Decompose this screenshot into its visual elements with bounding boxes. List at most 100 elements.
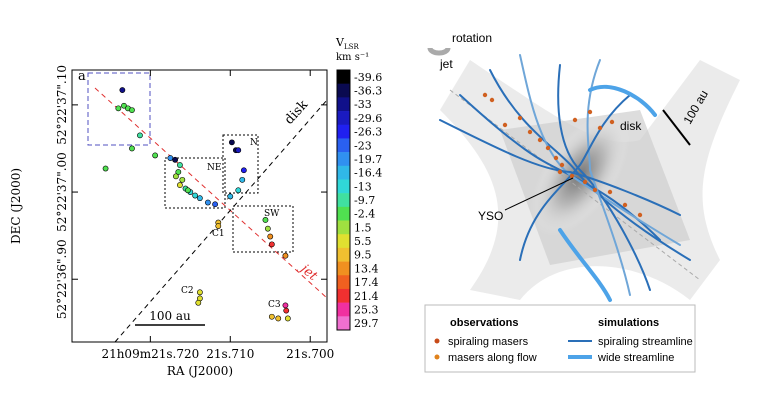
maser-point bbox=[129, 145, 135, 152]
legend-label: wide streamline bbox=[597, 352, 674, 364]
region-label: N bbox=[250, 138, 258, 148]
maser-point bbox=[196, 289, 203, 296]
colorbar-label: -13 bbox=[354, 180, 372, 193]
legend-marker bbox=[434, 354, 440, 360]
colorbar-swatch bbox=[337, 316, 350, 331]
colorbar-swatch bbox=[337, 275, 350, 290]
colorbar-swatch bbox=[337, 234, 350, 249]
maser-point bbox=[267, 233, 274, 240]
wide-streamline bbox=[588, 84, 657, 117]
colorbar-swatch bbox=[337, 288, 350, 303]
scale-bar bbox=[662, 109, 691, 146]
disk-axis bbox=[114, 99, 328, 343]
maser-point bbox=[235, 187, 242, 194]
maser-point bbox=[275, 315, 282, 322]
maser-point bbox=[102, 165, 109, 172]
jet-label: jet bbox=[295, 260, 321, 285]
colorbar-swatch bbox=[337, 247, 350, 262]
colorbar-swatch bbox=[337, 206, 350, 221]
maser-point bbox=[129, 107, 135, 114]
maser-point bbox=[195, 299, 202, 306]
maser-point bbox=[212, 201, 218, 208]
plot-frame bbox=[71, 69, 328, 343]
maser-point bbox=[262, 217, 269, 223]
colorbar-swatch bbox=[337, 302, 350, 317]
colorbar-swatch bbox=[337, 124, 350, 139]
maser-point bbox=[239, 176, 246, 183]
spiraling-streamline bbox=[439, 119, 681, 216]
rotation-label: rotation bbox=[452, 31, 492, 45]
colorbar-swatch bbox=[337, 70, 350, 84]
disk-label: disk bbox=[620, 119, 642, 133]
colorbar-label: 13.4 bbox=[354, 262, 379, 275]
colorbar-swatch bbox=[337, 165, 350, 180]
maser-point bbox=[177, 162, 183, 168]
wide-streamline bbox=[558, 228, 612, 302]
maser-point bbox=[282, 302, 289, 309]
region-label: C2 bbox=[181, 286, 194, 296]
colorbar-swatch bbox=[337, 83, 350, 98]
maser-point bbox=[119, 87, 126, 93]
maser-dots bbox=[482, 92, 643, 218]
region-label: NE bbox=[207, 163, 221, 173]
yso-label: YSO bbox=[478, 209, 503, 223]
maser-point bbox=[284, 315, 291, 322]
colorbar-swatch bbox=[337, 220, 350, 235]
maser-point bbox=[115, 105, 122, 112]
maser-point bbox=[173, 173, 179, 180]
zoom-box bbox=[87, 72, 151, 146]
legend-label: masers along flow bbox=[448, 352, 537, 364]
legend-label: spiraling streamline bbox=[598, 336, 693, 348]
maser-point bbox=[185, 187, 191, 194]
legend-heading: observations bbox=[450, 317, 518, 329]
y-tick-label: 52°22'36".90 bbox=[55, 239, 69, 319]
colorbar-frame bbox=[336, 69, 351, 331]
maser-point bbox=[179, 176, 186, 183]
maser-point bbox=[177, 182, 183, 188]
jet-axis bbox=[449, 89, 701, 281]
maser-point bbox=[268, 241, 275, 248]
colorbar-subscript: LSR bbox=[344, 43, 359, 51]
maser-point bbox=[283, 307, 290, 314]
colorbar-label: 1.5 bbox=[354, 221, 372, 234]
colorbar-label: -16.4 bbox=[354, 167, 382, 180]
region-label: SW bbox=[264, 209, 280, 219]
colorbar-label: 9.5 bbox=[354, 249, 372, 262]
maser-point bbox=[175, 169, 182, 175]
colorbar-label: -36.3 bbox=[354, 85, 382, 98]
maser-point bbox=[264, 225, 271, 232]
right-panel: rotation jet disk 100 au YSO observation… bbox=[424, 31, 740, 373]
colorbar-label: 21.4 bbox=[354, 290, 379, 303]
maser-point bbox=[235, 147, 242, 154]
region-label: C3 bbox=[268, 300, 281, 310]
yso-pointer bbox=[504, 177, 574, 211]
x-tick-label: 21s.710 bbox=[206, 347, 254, 361]
y-tick-label: 52°22'37".00 bbox=[55, 152, 69, 232]
maser-point bbox=[137, 132, 143, 139]
legend-heading: simulations bbox=[598, 317, 659, 329]
jet-axis bbox=[94, 87, 328, 299]
colorbar-label: 5.5 bbox=[354, 235, 372, 248]
y-tick-label: 52°22'37".10 bbox=[55, 65, 69, 145]
legend: observations spiraling masers masers alo… bbox=[424, 304, 696, 373]
colorbar-swatch bbox=[337, 152, 350, 167]
colorbar-label: -26.3 bbox=[354, 126, 382, 139]
spiraling-streamline bbox=[557, 64, 651, 291]
colorbar-symbol: V bbox=[335, 36, 345, 49]
colorbar-label: -23 bbox=[354, 139, 372, 152]
colorbar-swatch bbox=[337, 97, 350, 112]
left-panel: × a disk jet NE N SW C1 C2 C3 100 au RA … bbox=[9, 36, 382, 378]
region-label: C1 bbox=[212, 229, 225, 239]
legend-label: spiraling masers bbox=[448, 336, 529, 348]
region-box bbox=[164, 157, 226, 209]
y-axis-label: DEC (J2000) bbox=[9, 168, 23, 244]
colorbar-label: -33 bbox=[354, 98, 372, 111]
jet-label: jet bbox=[439, 57, 453, 71]
colorbar-label: -2.4 bbox=[354, 208, 375, 221]
colorbar-swatch bbox=[337, 261, 350, 276]
spiraling-streamline bbox=[519, 94, 631, 261]
colorbar-label: 17.4 bbox=[354, 276, 379, 289]
maser-point bbox=[227, 193, 234, 200]
maser-point bbox=[240, 167, 247, 174]
